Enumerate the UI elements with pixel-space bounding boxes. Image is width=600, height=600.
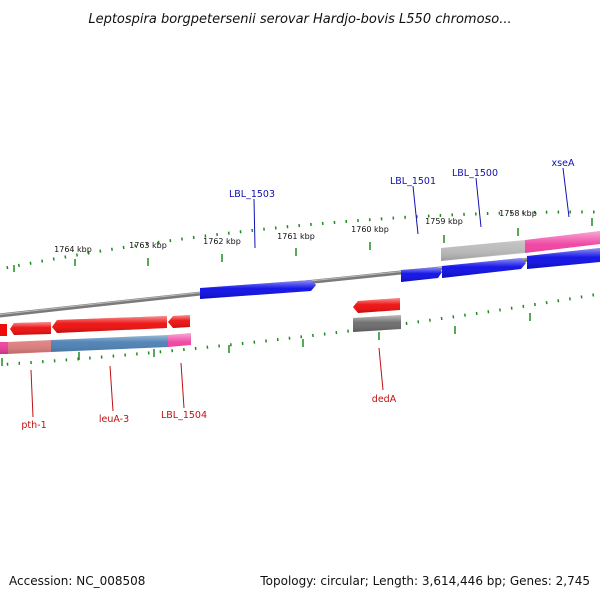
inner-tick-track bbox=[0, 292, 600, 367]
gene-gloss bbox=[168, 315, 190, 328]
forward-labels: LBL_1503 LBL_1501 LBL_1500 xseA bbox=[229, 158, 575, 249]
outer-tick-track: 1764 kbp 1763 kbp 1762 kbp 1761 kbp 1760… bbox=[0, 209, 600, 272]
reverse-genes bbox=[0, 298, 401, 354]
gene-gloss bbox=[52, 316, 167, 333]
gene-label-lbl-1500[interactable]: LBL_1500 bbox=[452, 168, 498, 179]
feature-band-gloss bbox=[441, 231, 600, 261]
gene-fragment-left[interactable] bbox=[0, 324, 7, 336]
gene-label-lbl-1503[interactable]: LBL_1503 bbox=[229, 189, 275, 200]
label-leader bbox=[109, 365, 114, 412]
tick-label: 1758 kbp bbox=[499, 209, 537, 218]
label-leader bbox=[378, 347, 384, 391]
tick-label: 1760 kbp bbox=[351, 225, 389, 234]
gene-label-leua-3[interactable]: leuA-3 bbox=[99, 414, 129, 425]
tick-label: 1764 kbp bbox=[54, 245, 92, 254]
tick-label: 1763 kbp bbox=[129, 241, 167, 250]
reverse-labels: pth-1 leuA-3 LBL_1504 dedA bbox=[21, 347, 397, 431]
gene-label-pth-1[interactable]: pth-1 bbox=[21, 420, 46, 431]
label-leader bbox=[562, 167, 570, 218]
gene-gloss bbox=[527, 248, 600, 269]
feature-band-gloss bbox=[0, 333, 191, 354]
tick-label: 1759 kbp bbox=[425, 217, 463, 226]
gene-gloss bbox=[401, 267, 442, 282]
map-title: Leptospira borgpetersenii serovar Hardjo… bbox=[88, 12, 511, 27]
label-leader bbox=[475, 177, 482, 228]
label-leader bbox=[30, 369, 34, 418]
gene-label-lbl-1501[interactable]: LBL_1501 bbox=[390, 176, 436, 187]
label-leader bbox=[253, 198, 256, 249]
gene-label-xsea[interactable]: xseA bbox=[552, 158, 575, 169]
tick-label: 1762 kbp bbox=[203, 237, 241, 246]
gene-gloss bbox=[10, 322, 51, 335]
gene-gloss bbox=[353, 298, 400, 313]
label-leader bbox=[412, 185, 419, 235]
feature-band-gloss bbox=[353, 315, 401, 332]
label-leader bbox=[180, 362, 185, 409]
accession-text: Accession: NC_008508 bbox=[9, 574, 146, 588]
genome-summary-text: Topology: circular; Length: 3,614,446 bp… bbox=[260, 574, 590, 588]
gene-label-lbl-1504[interactable]: LBL_1504 bbox=[161, 410, 207, 421]
gene-gloss bbox=[200, 280, 316, 299]
tick-label: 1761 kbp bbox=[277, 232, 315, 241]
forward-genes bbox=[200, 231, 600, 299]
gene-gloss bbox=[442, 258, 526, 278]
gene-label-deda[interactable]: dedA bbox=[372, 394, 397, 405]
